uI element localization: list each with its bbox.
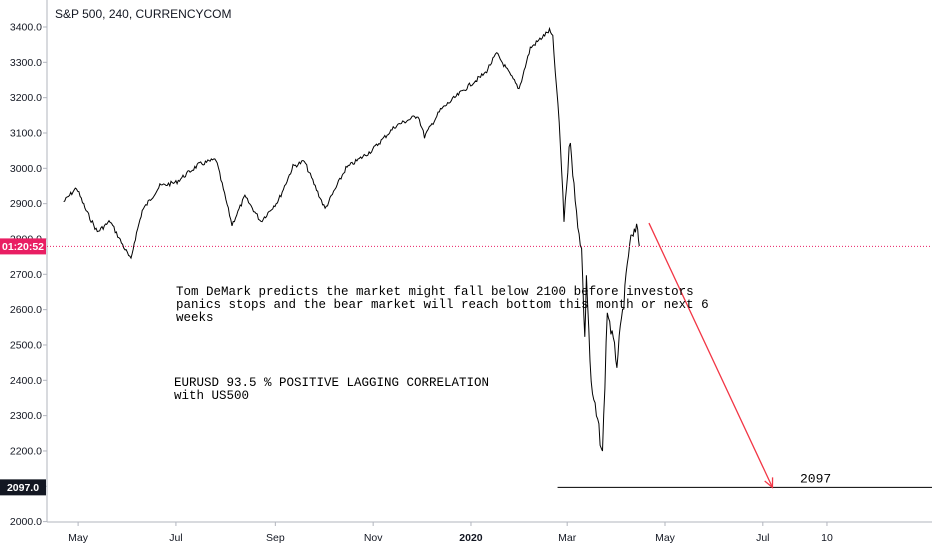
target-level-label: 2097 xyxy=(800,471,831,486)
y-tick-label: 2400.0 xyxy=(10,375,42,387)
y-tick-label: 3100.0 xyxy=(10,127,42,139)
y-tick-label: 2600.0 xyxy=(10,304,42,316)
forecast-arrow[interactable] xyxy=(648,222,774,488)
y-axis: 3400.03300.03200.03100.03000.02900.02800… xyxy=(10,0,48,528)
y-tick-label: 2700.0 xyxy=(10,269,42,281)
y-tick-label: 2500.0 xyxy=(10,339,42,351)
y-tick-label: 3300.0 xyxy=(10,57,42,69)
x-tick-label: Jul xyxy=(169,532,182,544)
x-tick-label: May xyxy=(68,532,89,544)
x-tick-label: May xyxy=(655,532,676,544)
y-tick-label: 2900.0 xyxy=(10,198,42,210)
level-badge-label: 2097.0 xyxy=(7,482,39,494)
y-tick-label: 3000.0 xyxy=(10,163,42,175)
chart-title: S&P 500, 240, CURRENCYCOM xyxy=(55,7,232,21)
crosshair-badge-label: 01:20:52 xyxy=(2,241,44,253)
demark-prediction-note[interactable]: Tom DeMark predicts the market might fal… xyxy=(176,285,709,325)
y-tick-label: 3200.0 xyxy=(10,92,42,104)
y-tick-label: 2200.0 xyxy=(10,445,42,457)
x-tick-label: Jul xyxy=(756,532,769,544)
x-axis: May Jul Sep Nov 2020 Mar May Jul 10 xyxy=(47,521,932,544)
x-tick-label: 10 xyxy=(821,532,833,544)
y-tick-label: 3400.0 xyxy=(10,22,42,34)
forecast-arrowhead xyxy=(764,477,774,489)
level-badge xyxy=(0,479,46,496)
x-tick-label: 2020 xyxy=(459,532,483,544)
price-series-line[interactable] xyxy=(63,26,640,452)
y-tick-label: 2000.0 xyxy=(10,516,42,528)
x-tick-label: Mar xyxy=(558,532,577,544)
plot-area[interactable] xyxy=(63,26,640,452)
y-tick-label: 2300.0 xyxy=(10,410,42,422)
correlation-note[interactable]: EURUSD 93.5 % POSITIVE LAGGING CORRELATI… xyxy=(174,376,490,403)
crosshair-badge xyxy=(0,238,46,255)
chart-overlays: 01:20:52 2097.0 2097 xyxy=(0,222,932,496)
x-tick-label: Nov xyxy=(364,532,383,544)
x-tick-label: Sep xyxy=(266,532,285,544)
